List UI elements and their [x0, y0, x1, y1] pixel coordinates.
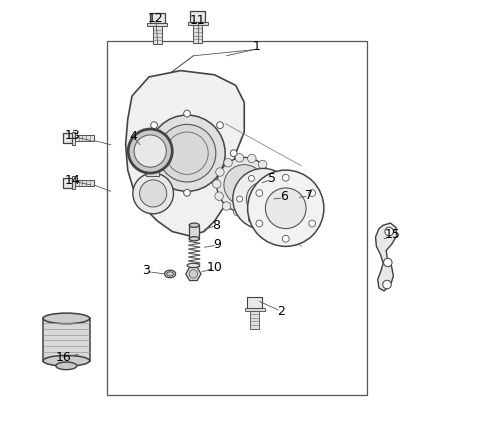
- Circle shape: [137, 150, 144, 156]
- Bar: [146, 168, 159, 176]
- Circle shape: [235, 153, 244, 162]
- Circle shape: [246, 208, 254, 216]
- Circle shape: [265, 193, 273, 201]
- Circle shape: [128, 129, 172, 173]
- Circle shape: [213, 180, 221, 188]
- Text: 2: 2: [277, 305, 285, 318]
- Ellipse shape: [187, 264, 200, 268]
- Text: 16: 16: [56, 351, 71, 364]
- Circle shape: [256, 220, 263, 227]
- Circle shape: [272, 176, 278, 181]
- Circle shape: [309, 220, 315, 227]
- Circle shape: [215, 192, 223, 201]
- Text: 1: 1: [253, 40, 261, 53]
- Polygon shape: [375, 223, 397, 291]
- Circle shape: [140, 180, 167, 207]
- Bar: [188, 22, 207, 25]
- Circle shape: [257, 202, 265, 211]
- Bar: [75, 135, 94, 142]
- Bar: [190, 11, 205, 22]
- Circle shape: [151, 122, 157, 129]
- Text: 13: 13: [65, 129, 81, 142]
- Circle shape: [282, 235, 289, 242]
- Bar: [147, 23, 168, 26]
- Circle shape: [284, 196, 290, 202]
- Text: 10: 10: [207, 261, 223, 274]
- Bar: [107, 41, 367, 395]
- Circle shape: [256, 190, 263, 196]
- Bar: [63, 133, 72, 144]
- Text: 7: 7: [305, 189, 313, 201]
- Circle shape: [233, 207, 242, 216]
- Circle shape: [248, 170, 324, 246]
- Circle shape: [233, 168, 294, 230]
- Bar: [72, 176, 75, 190]
- Ellipse shape: [165, 270, 176, 278]
- Ellipse shape: [56, 362, 77, 370]
- Ellipse shape: [189, 223, 199, 227]
- Text: 14: 14: [65, 174, 81, 187]
- Circle shape: [267, 181, 276, 189]
- Circle shape: [248, 154, 256, 163]
- Bar: [63, 178, 72, 188]
- Circle shape: [230, 150, 237, 156]
- Circle shape: [383, 280, 391, 289]
- Ellipse shape: [43, 313, 90, 324]
- Text: 5: 5: [268, 172, 276, 185]
- Bar: [193, 25, 202, 42]
- Circle shape: [184, 190, 191, 196]
- Circle shape: [249, 216, 254, 222]
- Circle shape: [216, 178, 223, 184]
- Circle shape: [216, 122, 223, 129]
- Text: 11: 11: [190, 14, 205, 27]
- Circle shape: [309, 190, 315, 196]
- Circle shape: [151, 178, 157, 184]
- Polygon shape: [186, 267, 201, 280]
- Circle shape: [282, 174, 289, 181]
- Circle shape: [237, 196, 242, 202]
- Text: 4: 4: [129, 130, 137, 143]
- Circle shape: [222, 202, 231, 210]
- Text: 3: 3: [142, 264, 150, 277]
- Bar: [250, 311, 259, 329]
- Circle shape: [384, 258, 392, 267]
- Text: 15: 15: [384, 229, 400, 241]
- Circle shape: [216, 168, 224, 176]
- Circle shape: [246, 182, 280, 216]
- Ellipse shape: [189, 237, 199, 241]
- Ellipse shape: [167, 272, 173, 276]
- Circle shape: [385, 227, 393, 236]
- Circle shape: [265, 188, 306, 229]
- Bar: [43, 318, 90, 361]
- Circle shape: [272, 216, 278, 222]
- Bar: [72, 132, 75, 145]
- Text: 12: 12: [147, 12, 163, 25]
- Bar: [247, 297, 263, 308]
- Circle shape: [158, 125, 216, 182]
- Circle shape: [249, 176, 254, 181]
- Text: 8: 8: [212, 219, 220, 232]
- Bar: [245, 308, 265, 311]
- Polygon shape: [126, 71, 244, 236]
- Bar: [75, 180, 94, 186]
- Circle shape: [216, 157, 272, 212]
- Circle shape: [133, 173, 173, 214]
- Bar: [189, 225, 199, 239]
- Ellipse shape: [43, 355, 90, 366]
- Circle shape: [189, 270, 198, 278]
- Circle shape: [184, 110, 191, 117]
- Circle shape: [224, 159, 232, 167]
- Bar: [153, 26, 162, 44]
- Text: 6: 6: [280, 190, 288, 203]
- Circle shape: [265, 170, 274, 179]
- Text: 9: 9: [214, 238, 221, 251]
- Circle shape: [224, 164, 264, 205]
- Circle shape: [149, 115, 225, 191]
- Circle shape: [258, 160, 267, 169]
- Circle shape: [134, 135, 166, 167]
- Bar: [150, 13, 165, 23]
